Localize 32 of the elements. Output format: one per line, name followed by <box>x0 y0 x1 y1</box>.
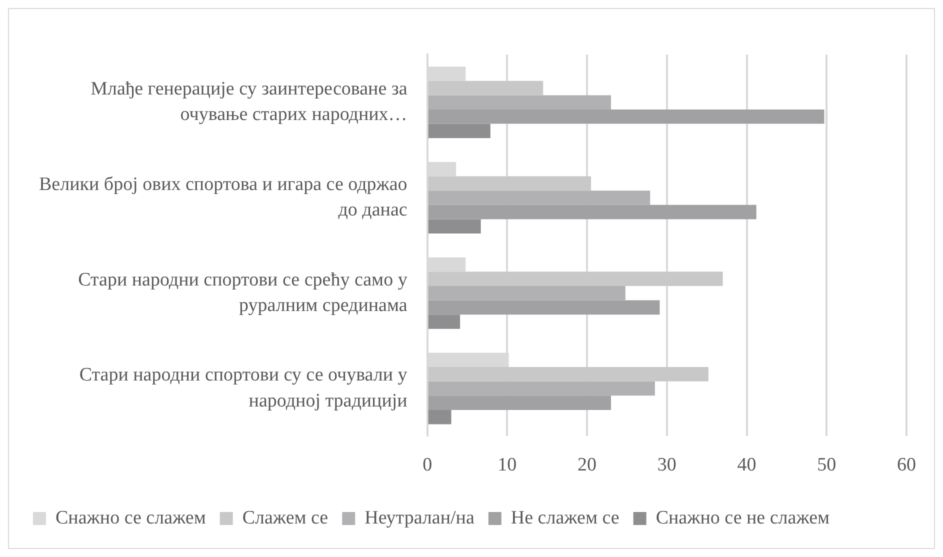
y-tick-label: Стари народни спортови су се очували у народној традицији <box>79 364 408 412</box>
bar <box>428 286 626 300</box>
bar <box>428 80 544 96</box>
y-tick-label: Млађе генерације су заинтересоване за очување старих народних… <box>90 78 408 126</box>
legend-label: Снажно се не слажем <box>656 507 830 528</box>
bar <box>428 300 660 315</box>
x-tick-label: 60 <box>897 454 916 476</box>
bar <box>428 219 481 234</box>
legend-label: Слажем се <box>242 507 328 528</box>
legend-label: Снажно се слажем <box>56 507 206 528</box>
bar <box>428 204 756 220</box>
y-tick-label: Велики број ових спортова и игара се одржао до данас <box>38 174 408 221</box>
bar <box>428 410 452 424</box>
x-tick-label: 10 <box>498 454 517 476</box>
bar <box>428 176 592 191</box>
bar <box>428 190 650 205</box>
legend-label: Не слажем се <box>510 507 620 528</box>
x-tick-label: 0 <box>422 454 432 476</box>
bar <box>428 314 460 329</box>
x-tick-label: 50 <box>817 454 836 476</box>
bar <box>428 367 708 382</box>
x-tick-label: 30 <box>657 454 676 476</box>
x-tick-label: 40 <box>737 454 756 476</box>
bar <box>428 95 612 110</box>
y-tick-label: Стари народни спортови се срећу само у руралним срединама <box>78 269 408 316</box>
x-tick-label: 20 <box>578 454 597 476</box>
legend-label: Неутралан/на <box>364 507 475 528</box>
bar <box>428 381 655 396</box>
bar <box>428 272 723 286</box>
bar <box>428 124 490 138</box>
bar <box>428 396 612 410</box>
bar <box>428 110 824 124</box>
